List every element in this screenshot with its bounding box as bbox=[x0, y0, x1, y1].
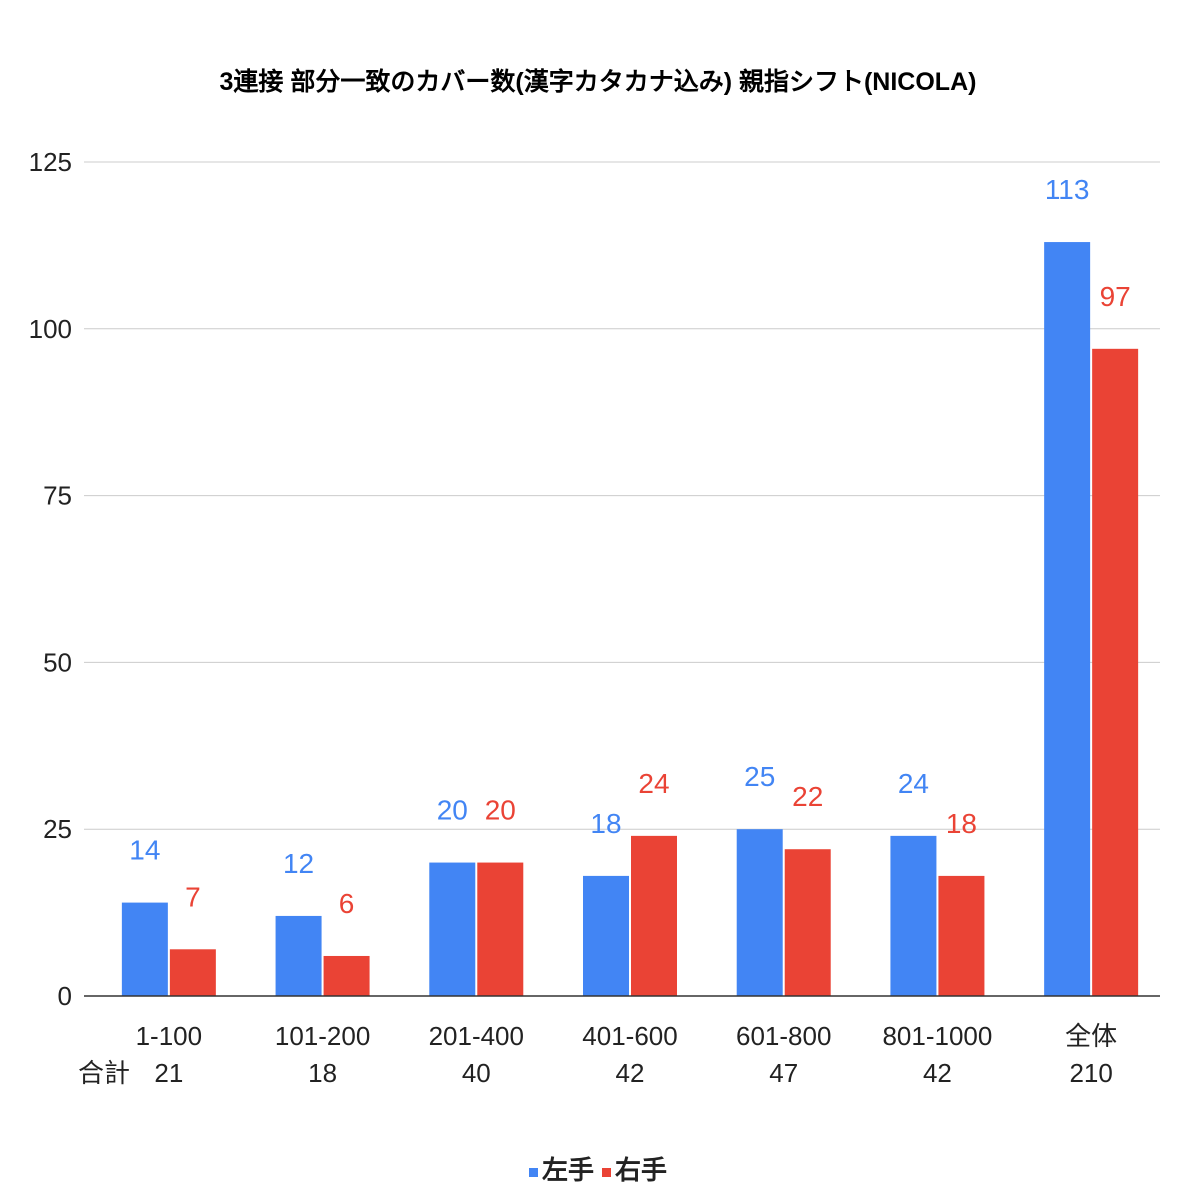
bar-right bbox=[784, 849, 831, 996]
bar-right bbox=[477, 862, 524, 996]
data-label: 24 bbox=[638, 768, 669, 799]
x-total-label: 21 bbox=[154, 1058, 183, 1088]
bar-right bbox=[323, 955, 370, 996]
x-total-label: 47 bbox=[769, 1058, 798, 1088]
bar-right bbox=[938, 875, 985, 996]
x-tick-label: 1-100 bbox=[136, 1021, 203, 1051]
bar-left bbox=[583, 875, 629, 996]
data-label: 20 bbox=[437, 795, 468, 826]
x-total-label: 210 bbox=[1069, 1058, 1112, 1088]
y-tick-label: 50 bbox=[43, 647, 72, 677]
legend-item: 左手 bbox=[528, 1150, 594, 1187]
totals-row-label: 合計 bbox=[78, 1058, 130, 1088]
bar-left bbox=[890, 835, 937, 996]
x-tick-label: 801-1000 bbox=[882, 1021, 992, 1051]
data-label: 97 bbox=[1100, 281, 1131, 312]
bar-left bbox=[275, 915, 322, 996]
legend-item: 右手 bbox=[602, 1150, 667, 1187]
data-label: 20 bbox=[485, 795, 516, 826]
data-label: 113 bbox=[1045, 174, 1090, 205]
chart-title: 3連接 部分一致のカバー数(漢字カタカナ込み) 親指シフト(NICOLA) bbox=[219, 68, 977, 96]
bar-left bbox=[429, 862, 476, 996]
legend-swatch bbox=[602, 1167, 611, 1177]
x-total-label: 40 bbox=[462, 1058, 491, 1088]
legend: 左手 右手 bbox=[0, 1150, 1196, 1187]
data-label: 22 bbox=[792, 781, 823, 812]
data-label: 18 bbox=[946, 808, 977, 839]
x-tick-label: 601-800 bbox=[736, 1021, 831, 1051]
bar-left bbox=[1044, 242, 1091, 997]
bar-right bbox=[1092, 348, 1139, 996]
bar-left bbox=[736, 829, 783, 996]
y-tick-label: 100 bbox=[29, 314, 72, 344]
data-labels: 14 7 12 6 20 20 18 24 25 22 24 18 113 97 bbox=[129, 174, 1130, 919]
bars bbox=[121, 242, 1139, 997]
data-label: 18 bbox=[590, 808, 621, 839]
data-label: 14 bbox=[129, 835, 160, 866]
x-tick-label: 全体 bbox=[1065, 1021, 1117, 1051]
y-tick-label: 125 bbox=[29, 147, 72, 177]
bar-right bbox=[169, 949, 216, 996]
legend-label: 左手 bbox=[541, 1155, 594, 1185]
y-tick-label: 25 bbox=[43, 814, 72, 844]
x-tick-label: 401-600 bbox=[582, 1021, 677, 1051]
x-total-label: 42 bbox=[923, 1058, 952, 1088]
x-total-label: 42 bbox=[616, 1058, 645, 1088]
bar-left bbox=[121, 902, 168, 996]
data-label: 7 bbox=[185, 881, 201, 912]
legend-swatch bbox=[528, 1167, 538, 1177]
data-label: 24 bbox=[898, 768, 929, 799]
bar-right bbox=[631, 835, 677, 996]
data-label: 6 bbox=[339, 888, 355, 919]
x-tick-label: 101-200 bbox=[275, 1021, 370, 1051]
legend-label: 右手 bbox=[615, 1155, 668, 1185]
data-label: 25 bbox=[744, 761, 775, 792]
gridlines bbox=[84, 161, 1160, 830]
y-tick-label: 75 bbox=[43, 481, 72, 511]
axes: 0 25 50 75 100 125 1-100 21 101-200 18 201-400 40 40… bbox=[29, 147, 1160, 1088]
x-total-label: 18 bbox=[308, 1058, 337, 1088]
data-label: 12 bbox=[283, 848, 314, 879]
x-tick-label: 201-400 bbox=[429, 1021, 524, 1051]
y-tick-label: 0 bbox=[58, 981, 72, 1011]
